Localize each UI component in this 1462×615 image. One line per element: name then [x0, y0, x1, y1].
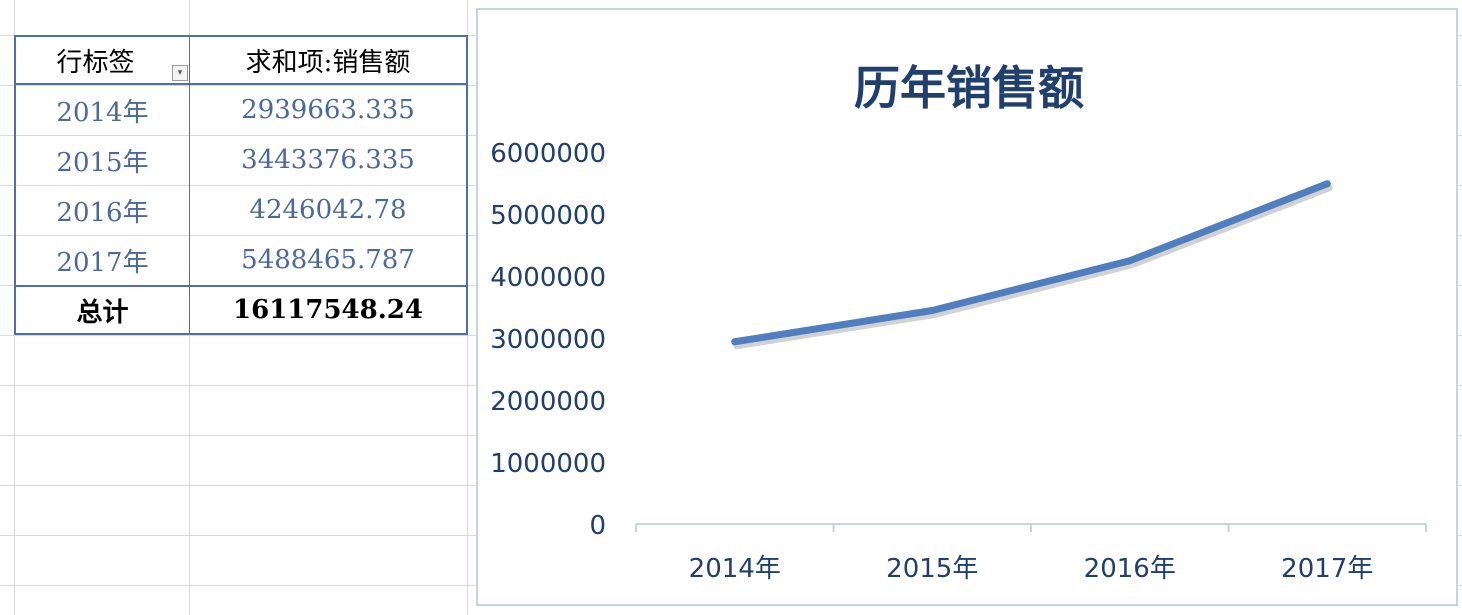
y-tick-label: 1000000: [490, 449, 606, 479]
value-cell[interactable]: 3443376.335: [190, 135, 468, 185]
x-tick-label: 2014年: [689, 554, 781, 584]
line-chart[interactable]: 历年销售额 0 1000000 2000000 3000000 4000000 50000…: [476, 8, 1458, 606]
y-tick-label: 6000000: [490, 139, 606, 169]
row-label-cell[interactable]: 2015年: [14, 135, 190, 185]
x-tick-label: 2016年: [1084, 554, 1176, 584]
y-tick-label: 5000000: [490, 201, 606, 231]
row-label-cell[interactable]: 2014年: [14, 85, 190, 135]
x-tick-label: 2015年: [886, 554, 978, 584]
y-tick-label: 4000000: [490, 263, 606, 293]
sum-header[interactable]: 求和项:销售额: [190, 35, 468, 85]
value-cell[interactable]: 4246042.78: [190, 185, 468, 235]
row-label-header-text: 行标签: [56, 47, 135, 78]
series-line-shadow: [733, 184, 1333, 350]
chart-plot-area: 0 1000000 2000000 3000000 4000000 5000000 6000…: [490, 139, 1427, 584]
dropdown-filter-icon[interactable]: ▾: [172, 65, 188, 81]
chart-title[interactable]: 历年销售额: [854, 61, 1084, 115]
data-point: [1323, 180, 1331, 188]
y-tick-label: 2000000: [490, 387, 606, 417]
row-label-cell[interactable]: 2017年: [14, 235, 190, 285]
value-cell[interactable]: 5488465.787: [190, 235, 468, 285]
x-tick-label: 2017年: [1281, 554, 1373, 584]
y-tick-label: 3000000: [490, 325, 606, 355]
value-cell[interactable]: 2939663.335: [190, 85, 468, 135]
data-point: [731, 338, 739, 346]
total-value-cell[interactable]: 16117548.24: [190, 285, 468, 335]
data-point: [928, 307, 936, 315]
total-label-cell[interactable]: 总计: [14, 285, 190, 335]
data-point: [1126, 257, 1134, 265]
row-label-header[interactable]: 行标签 ▾: [14, 35, 190, 85]
series-line: [731, 180, 1331, 346]
y-tick-label: 0: [589, 511, 606, 541]
row-label-cell[interactable]: 2016年: [14, 185, 190, 235]
